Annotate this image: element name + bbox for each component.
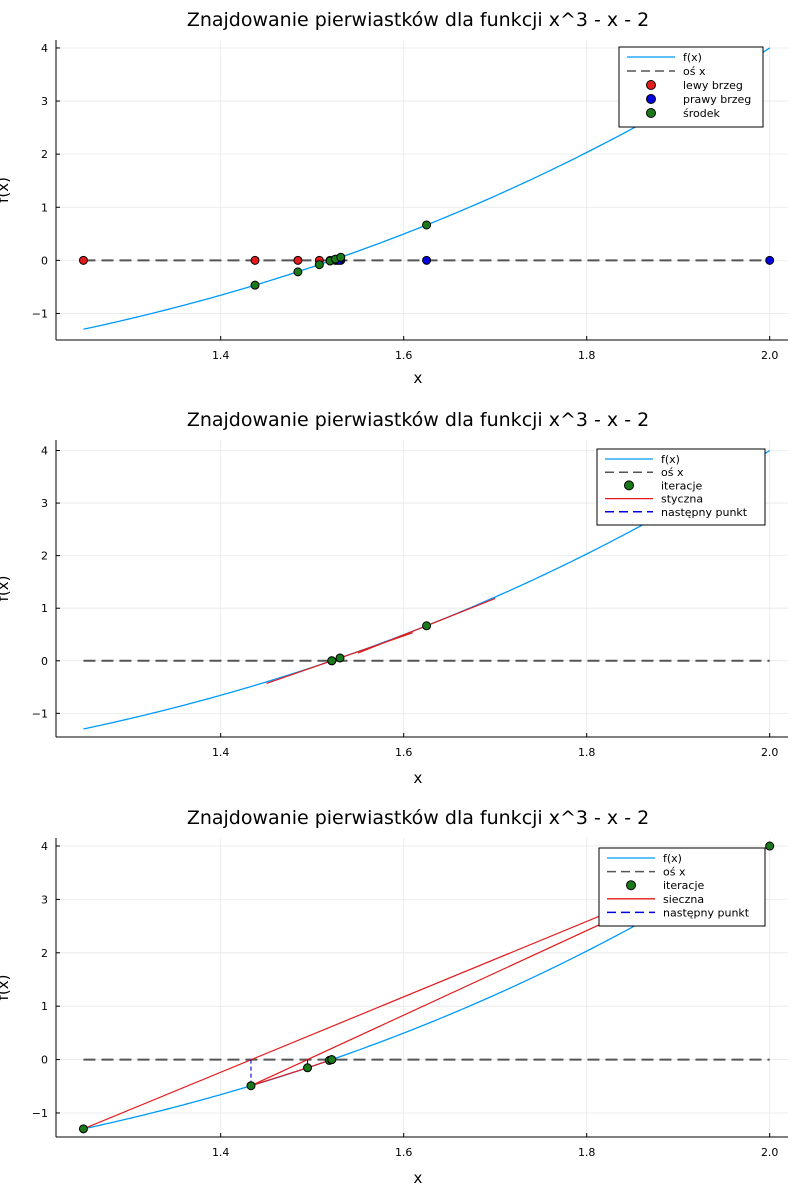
x-tick-label: 1.8 — [578, 1146, 596, 1159]
x-tick-label: 2.0 — [761, 1146, 779, 1159]
data-point — [250, 255, 260, 265]
data-point — [293, 255, 303, 265]
data-point — [78, 255, 88, 265]
legend-swatch — [626, 880, 636, 891]
y-tick-label: 1 — [41, 1000, 48, 1013]
chart-title: Znajdowanie pierwiastków dla funkcji x^3… — [187, 807, 649, 829]
y-tick-label: 2 — [41, 550, 48, 563]
chart-bisection: Znajdowanie pierwiastków dla funkcji x^3… — [0, 9, 788, 387]
legend-label: f(x) — [663, 852, 682, 865]
y-tick-label: −1 — [32, 307, 48, 320]
plot-group: Znajdowanie pierwiastków dla funkcji x^3… — [0, 807, 788, 1187]
x-tick-label: 1.6 — [395, 746, 413, 759]
data-point — [422, 255, 432, 265]
x-tick-label: 1.4 — [212, 746, 230, 759]
x-tick-label: 1.6 — [395, 349, 413, 362]
data-point — [335, 653, 345, 663]
legend-label: oś x — [663, 866, 686, 879]
legend-label: lewy brzeg — [683, 79, 743, 92]
legend-box — [618, 46, 764, 128]
legend-label: styczna — [661, 493, 703, 506]
x-tick-label: 1.8 — [578, 349, 596, 362]
x-axis-label: x — [414, 769, 423, 787]
legend-swatch — [646, 80, 656, 90]
chart-title: Znajdowanie pierwiastków dla funkcji x^3… — [187, 9, 649, 31]
data-point — [327, 656, 337, 666]
x-axis-label: x — [414, 1169, 423, 1187]
y-axis-label: f(x) — [0, 177, 12, 203]
y-axis-label: f(x) — [0, 975, 12, 1001]
legend-swatch — [624, 480, 634, 491]
chart-title: Znajdowanie pierwiastków dla funkcji x^3… — [187, 409, 649, 431]
legend-label: prawy brzeg — [683, 93, 751, 106]
data-point — [327, 1055, 337, 1065]
data-point — [293, 267, 303, 277]
plot-group: Znajdowanie pierwiastków dla funkcji x^3… — [0, 9, 788, 387]
y-tick-label: 0 — [41, 655, 48, 668]
data-point — [765, 255, 775, 265]
data-point — [246, 1081, 256, 1091]
y-tick-label: 1 — [41, 602, 48, 615]
data-point — [78, 1124, 88, 1134]
x-tick-label: 1.8 — [578, 746, 596, 759]
x-tick-label: 2.0 — [761, 349, 779, 362]
data-point — [336, 252, 346, 262]
x-tick-label: 1.6 — [395, 1146, 413, 1159]
data-point — [314, 260, 324, 270]
data-point — [303, 1063, 313, 1073]
legend-swatch — [646, 108, 656, 118]
x-axis-label: x — [414, 369, 423, 387]
y-tick-label: 2 — [41, 947, 48, 960]
legend-label: następny punkt — [663, 906, 750, 919]
y-tick-label: 4 — [41, 840, 48, 853]
x-tick-label: 1.4 — [212, 1146, 230, 1159]
x-tick-label: 1.4 — [212, 349, 230, 362]
legend-label: iteracje — [661, 479, 703, 492]
y-axis-label: f(x) — [0, 576, 12, 602]
legend-swatch — [646, 94, 656, 104]
y-tick-label: 4 — [41, 445, 48, 458]
y-tick-label: 0 — [41, 254, 48, 267]
legend-label: iteracje — [663, 879, 705, 892]
legend-label: f(x) — [661, 453, 680, 466]
legend-label: sieczna — [663, 893, 704, 906]
y-tick-label: 3 — [41, 497, 48, 510]
x-tick-label: 2.0 — [761, 746, 779, 759]
legend-label: oś x — [661, 466, 684, 479]
data-point — [765, 841, 775, 851]
legend-label: f(x) — [683, 51, 702, 64]
chart-secant: Znajdowanie pierwiastków dla funkcji x^3… — [0, 807, 788, 1187]
legend-label: oś x — [683, 65, 706, 78]
legend-label: środek — [683, 107, 720, 120]
y-tick-label: 2 — [41, 148, 48, 161]
legend-label: następny punkt — [661, 506, 748, 519]
plot-group: Znajdowanie pierwiastków dla funkcji x^3… — [0, 409, 788, 787]
y-tick-label: 3 — [41, 95, 48, 108]
secant-line — [250, 1067, 308, 1087]
chart-newton: Znajdowanie pierwiastków dla funkcji x^3… — [0, 409, 788, 787]
y-tick-label: 3 — [41, 893, 48, 906]
y-tick-label: 0 — [41, 1054, 48, 1067]
y-tick-label: −1 — [32, 707, 48, 720]
y-tick-label: −1 — [32, 1107, 48, 1120]
data-point — [422, 621, 432, 631]
data-point — [422, 220, 432, 230]
data-point — [250, 280, 260, 290]
y-tick-label: 4 — [41, 42, 48, 55]
y-tick-label: 1 — [41, 201, 48, 214]
